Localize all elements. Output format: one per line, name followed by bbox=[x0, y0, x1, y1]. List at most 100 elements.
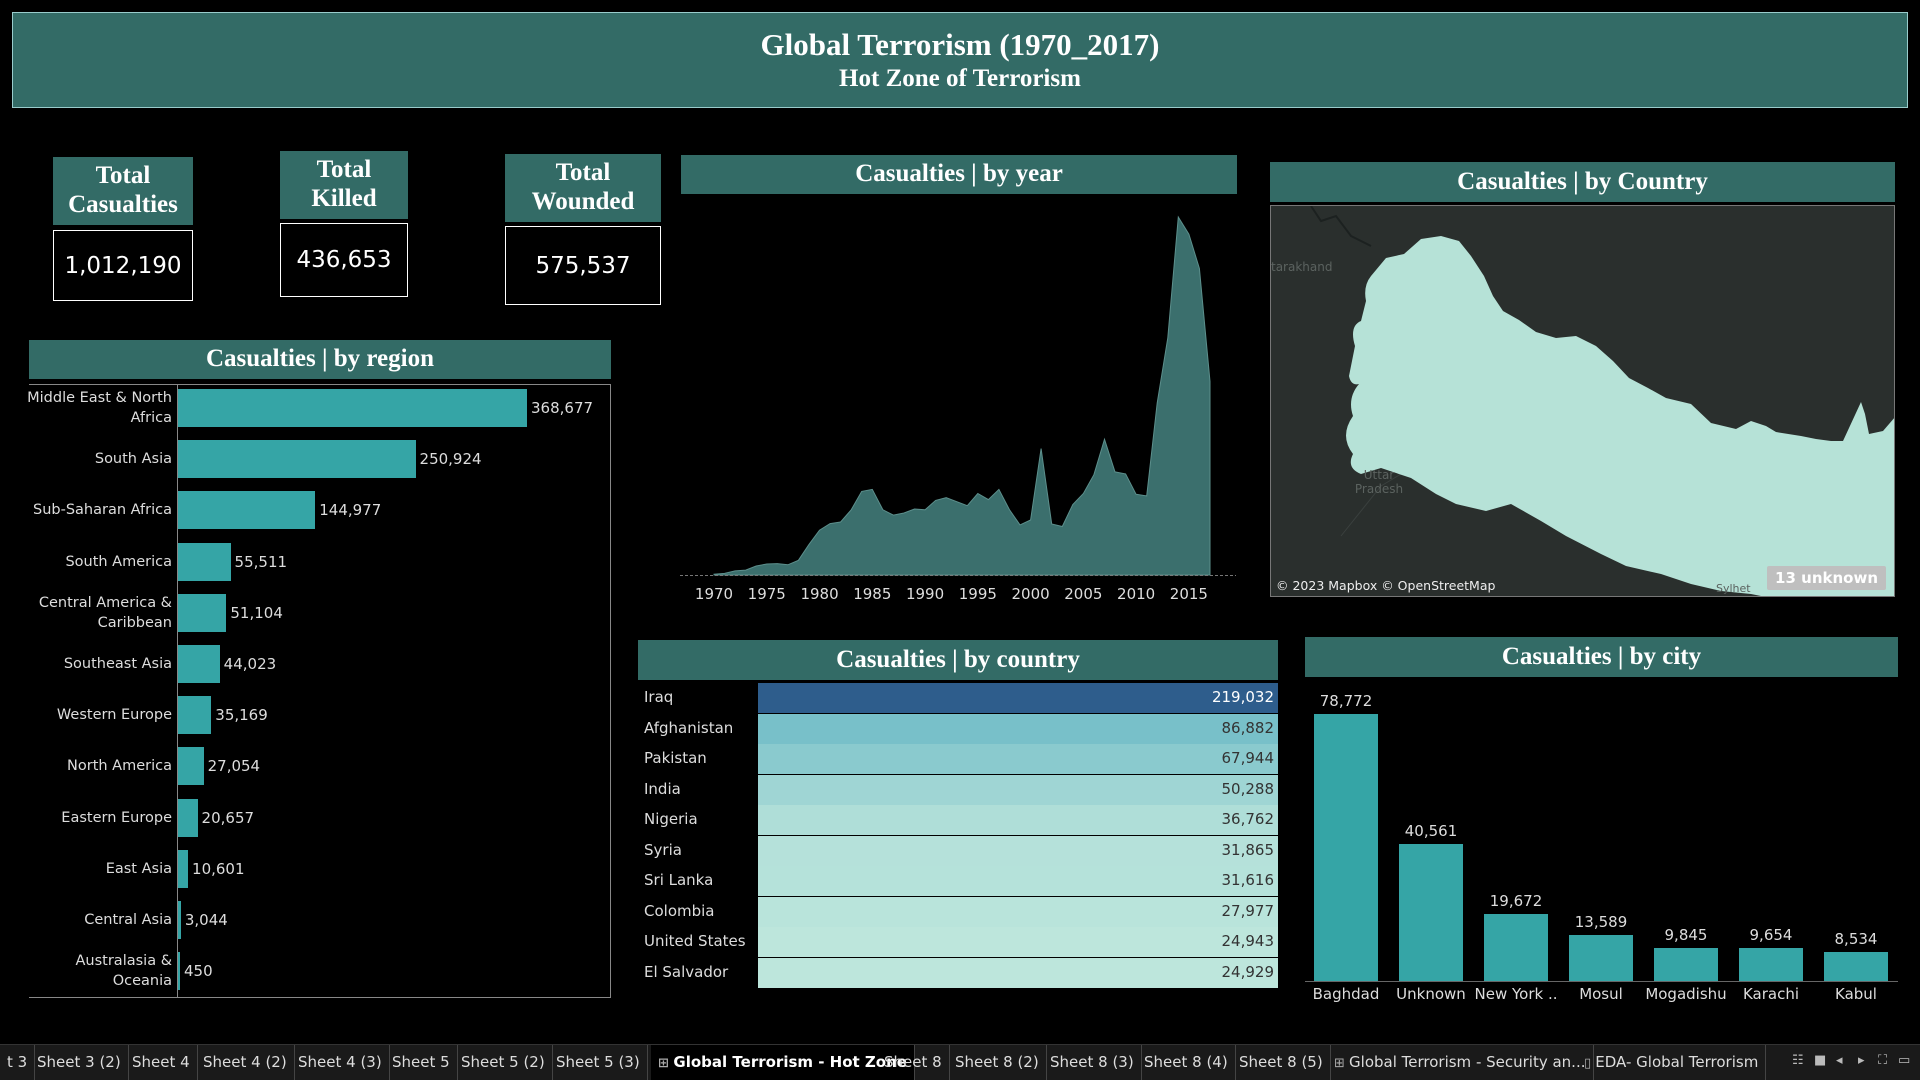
region-bar[interactable] bbox=[178, 593, 227, 632]
year-tick-label: 2000 bbox=[1012, 585, 1050, 603]
region-bar[interactable] bbox=[178, 542, 231, 581]
sheet-tab[interactable]: Sheet 5 (2) bbox=[454, 1045, 553, 1080]
city-bar[interactable] bbox=[1654, 947, 1718, 981]
map-attribution[interactable]: © 2023 Mapbox © OpenStreetMap bbox=[1276, 578, 1496, 593]
region-bar[interactable] bbox=[178, 491, 316, 530]
region-bar[interactable] bbox=[178, 952, 180, 991]
country-value: 36,762 bbox=[1221, 810, 1275, 828]
region-label: East Asia bbox=[20, 859, 172, 879]
kpi-wounded-label-line1: Total bbox=[555, 159, 611, 186]
region-label-line: Australasia & bbox=[75, 953, 173, 970]
country-value-cell: 24,929 bbox=[758, 957, 1278, 988]
sheet-tab[interactable]: Sheet 8 bbox=[877, 1045, 950, 1080]
map-label-sylhet: Sylhet bbox=[1716, 582, 1751, 595]
country-value-cell: 86,882 bbox=[758, 713, 1278, 744]
region-label-line: Central Asia bbox=[84, 912, 172, 928]
region-bar[interactable] bbox=[178, 645, 220, 683]
country-value-cell: 31,865 bbox=[758, 835, 1278, 866]
fullscreen-icon[interactable]: ⛶ bbox=[1878, 1053, 1888, 1068]
year-tick-label: 1980 bbox=[800, 585, 838, 603]
region-label-line: North America bbox=[67, 758, 172, 775]
country-row[interactable]: Colombia 27,977 bbox=[638, 896, 1278, 927]
sheet-tab[interactable]: Sheet 8 (2) bbox=[948, 1045, 1047, 1080]
city-bar[interactable] bbox=[1739, 948, 1803, 981]
city-panel-title: Casualties | by city bbox=[1305, 637, 1898, 677]
map-label-uttar-pradesh: Uttar Pradesh bbox=[1351, 468, 1407, 496]
country-row[interactable]: Iraq 219,032 bbox=[638, 683, 1278, 713]
region-label: Southeast Asia bbox=[20, 654, 172, 674]
country-name: Nigeria bbox=[644, 810, 698, 828]
country-map[interactable]: tarakhand Uttar Pradesh Sylhet © 2023 Ma… bbox=[1270, 205, 1895, 597]
sheet-tab[interactable]: ⊞ Global Terrorism - Hot Zone bbox=[651, 1045, 915, 1080]
region-bar[interactable] bbox=[178, 696, 212, 735]
unknown-badge[interactable]: 13 unknown bbox=[1767, 566, 1886, 590]
city-bar[interactable] bbox=[1314, 714, 1378, 981]
region-bar-chart bbox=[29, 384, 611, 998]
sheet-tab-label: Sheet 8 (5) bbox=[1239, 1053, 1323, 1071]
city-category-label: Baghdad bbox=[1312, 985, 1380, 1003]
country-row[interactable]: India 50,288 bbox=[638, 774, 1278, 805]
year-tick-label: 2015 bbox=[1170, 585, 1208, 603]
city-value-label: 9,845 bbox=[1664, 925, 1708, 944]
sheet-sorter-icon[interactable]: ☷ bbox=[1792, 1053, 1804, 1068]
region-bar[interactable] bbox=[178, 389, 527, 427]
prev-sheet-icon[interactable]: ◂ bbox=[1836, 1053, 1843, 1068]
kpi-killed-value: 436,653 bbox=[280, 223, 408, 297]
sheet-tab[interactable]: ⊞ Global Terrorism - Security an... bbox=[1327, 1045, 1594, 1080]
country-row[interactable]: El Salvador 24,929 bbox=[638, 957, 1278, 988]
presentation-icon[interactable]: ▭ bbox=[1898, 1053, 1911, 1068]
region-value-label: 27,054 bbox=[207, 757, 261, 776]
map-panel-title: Casualties | by Country bbox=[1270, 162, 1895, 202]
city-bar[interactable] bbox=[1569, 934, 1633, 981]
year-area-series[interactable] bbox=[713, 215, 1211, 576]
dashboard-title: Global Terrorism (1970_2017) bbox=[760, 27, 1160, 62]
sheet-tab[interactable]: Sheet 3 (2) bbox=[30, 1045, 129, 1080]
country-value-cell: 24,943 bbox=[758, 927, 1278, 957]
year-tick-label: 1975 bbox=[748, 585, 786, 603]
sheet-tab[interactable]: Sheet 4 (3) bbox=[291, 1045, 390, 1080]
country-row[interactable]: Sri Lanka 31,616 bbox=[638, 866, 1278, 896]
dashboard-subtitle: Hot Zone of Terrorism bbox=[839, 65, 1081, 92]
sheet-tab-bar: t 3 Sheet 3 (2) Sheet 4 Sheet 4 (2) Sheet 4 … bbox=[0, 1044, 1920, 1080]
region-bar[interactable] bbox=[178, 849, 189, 888]
nepal-highlight[interactable] bbox=[1346, 236, 1895, 597]
sheet-tab[interactable]: Sheet 5 (3) bbox=[549, 1045, 648, 1080]
sheet-tab[interactable]: t 3 bbox=[0, 1045, 36, 1080]
next-sheet-icon[interactable]: ▸ bbox=[1858, 1053, 1865, 1068]
year-tick-label: 1970 bbox=[695, 585, 733, 603]
year-tick-label: 2010 bbox=[1117, 585, 1155, 603]
sheet-tab[interactable]: ▯ EDA- Global Terrorism bbox=[1577, 1045, 1767, 1080]
country-value: 67,944 bbox=[1221, 749, 1275, 767]
map-label-uttarakhand: tarakhand bbox=[1271, 260, 1333, 274]
sheet-tab[interactable]: Sheet 5 bbox=[385, 1045, 458, 1080]
sheet-tab[interactable]: Sheet 8 (3) bbox=[1043, 1045, 1142, 1080]
year-tick-label: 1985 bbox=[853, 585, 891, 603]
region-bar[interactable] bbox=[178, 747, 204, 786]
country-row[interactable]: Afghanistan 86,882 bbox=[638, 713, 1278, 744]
region-bar[interactable] bbox=[178, 901, 181, 939]
region-bar[interactable] bbox=[178, 798, 198, 837]
country-row[interactable]: Nigeria 36,762 bbox=[638, 805, 1278, 835]
sheet-tab[interactable]: Sheet 4 (2) bbox=[196, 1045, 295, 1080]
sheet-tab[interactable]: Sheet 8 (5) bbox=[1232, 1045, 1331, 1080]
region-bar[interactable] bbox=[178, 440, 416, 479]
city-category-label: Unknown bbox=[1396, 985, 1466, 1003]
country-value-cell: 36,762 bbox=[758, 805, 1278, 835]
city-bar[interactable] bbox=[1399, 843, 1463, 981]
country-value-cell: 27,977 bbox=[758, 896, 1278, 927]
filmstrip-icon[interactable]: ■ bbox=[1814, 1053, 1827, 1068]
region-value-label: 250,924 bbox=[419, 450, 482, 469]
map-svg bbox=[1310, 206, 1895, 597]
country-row[interactable]: United States 24,943 bbox=[638, 927, 1278, 957]
country-value: 86,882 bbox=[1221, 718, 1275, 737]
city-bar[interactable] bbox=[1484, 914, 1548, 981]
sheet-tab[interactable]: Sheet 4 bbox=[125, 1045, 198, 1080]
story-icon: ▯ bbox=[1584, 1056, 1596, 1071]
map-label-up-line1: Uttar bbox=[1363, 468, 1395, 482]
country-row[interactable]: Syria 31,865 bbox=[638, 835, 1278, 866]
sheet-tab[interactable]: Sheet 8 (4) bbox=[1137, 1045, 1236, 1080]
country-value: 50,288 bbox=[1221, 779, 1275, 798]
country-value-cell: 31,616 bbox=[758, 866, 1278, 896]
country-row[interactable]: Pakistan 67,944 bbox=[638, 744, 1278, 774]
city-bar[interactable] bbox=[1824, 952, 1888, 981]
